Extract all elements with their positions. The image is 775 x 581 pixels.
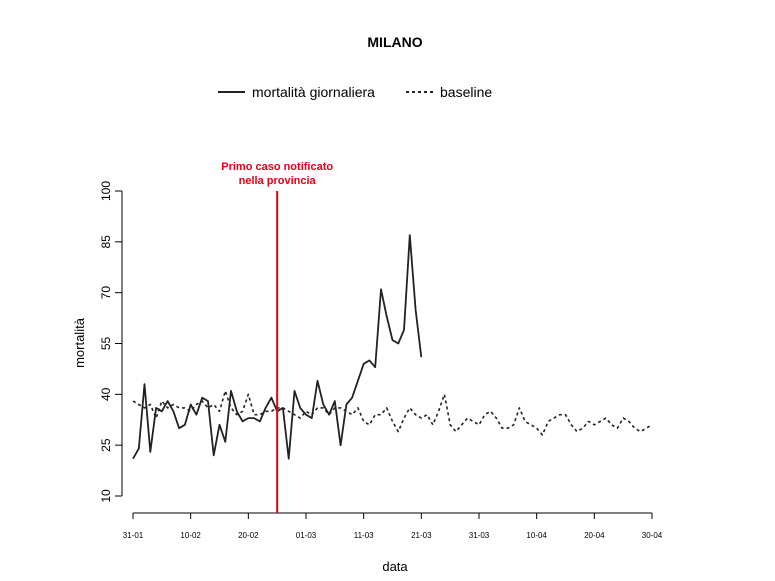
x-tick-label: 31-01 <box>123 531 144 540</box>
x-axis-title: data <box>382 559 408 574</box>
chart-title: MILANO <box>367 34 422 50</box>
legend-label-series-2: baseline <box>440 84 492 100</box>
annotation-text-line-2: nella provincia <box>239 175 317 187</box>
y-tick-label: 40 <box>99 387 113 401</box>
series-line-2 <box>132 390 653 436</box>
x-tick-label: 01-03 <box>296 531 317 540</box>
y-axis: 10 25 40 55 70 85 100 <box>99 181 123 503</box>
legend-label-series-1: mortalità giornaliera <box>252 84 375 100</box>
x-tick-label: 31-03 <box>469 531 490 540</box>
x-tick-label: 10-04 <box>526 531 547 540</box>
x-tick-label: 11-03 <box>354 531 374 540</box>
y-axis-title: mortalità <box>72 317 87 368</box>
y-tick-label: 25 <box>99 438 113 452</box>
x-tick-label: 30-04 <box>642 531 663 540</box>
y-tick-label: 100 <box>99 181 113 201</box>
legend: mortalità giornaliera baseline <box>218 84 492 100</box>
series-layer <box>132 191 653 513</box>
y-tick-label: 85 <box>99 235 113 249</box>
y-tick-label: 10 <box>99 489 113 503</box>
x-tick-label: 10-02 <box>180 531 201 540</box>
x-tick-label: 20-04 <box>584 531 605 540</box>
annotation-text-line-1: Primo caso notificato <box>221 161 333 173</box>
x-axis: 31-01 10-02 20-02 01-03 11-03 21-03 31-03 10-04… <box>123 512 663 540</box>
y-tick-label: 55 <box>99 337 113 351</box>
x-tick-label: 21-03 <box>411 531 432 540</box>
x-tick-label: 20-02 <box>238 531 259 540</box>
first-case-annotation: Primo caso notificato nella provincia <box>221 161 333 187</box>
y-tick-label: 70 <box>99 286 113 300</box>
